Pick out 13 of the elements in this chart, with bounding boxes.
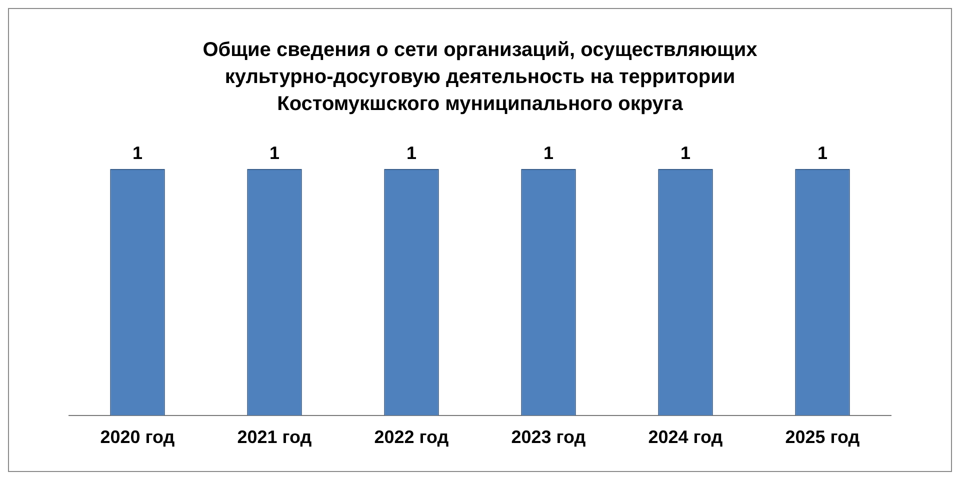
x-tick-label: 2022 год (374, 427, 450, 448)
x-tick-label: 2020 год (100, 427, 176, 448)
data-label: 1 (406, 142, 417, 163)
x-tick-label: 2021 год (237, 427, 312, 448)
x-tick-label: 2025 год (785, 427, 860, 448)
x-tick-label: 2024 год (648, 427, 724, 448)
data-label: 1 (132, 142, 143, 163)
data-label: 1 (269, 142, 280, 163)
data-label: 1 (817, 142, 828, 163)
x-tick-label: 2023 год (511, 427, 586, 448)
data-label: 1 (543, 142, 554, 163)
data-label: 1 (680, 142, 691, 163)
chart-title: Общие сведения о сети организаций, осуществляющих культурно-досуговую деятельность на территории Костомукшского муниципального округа (202, 38, 758, 115)
